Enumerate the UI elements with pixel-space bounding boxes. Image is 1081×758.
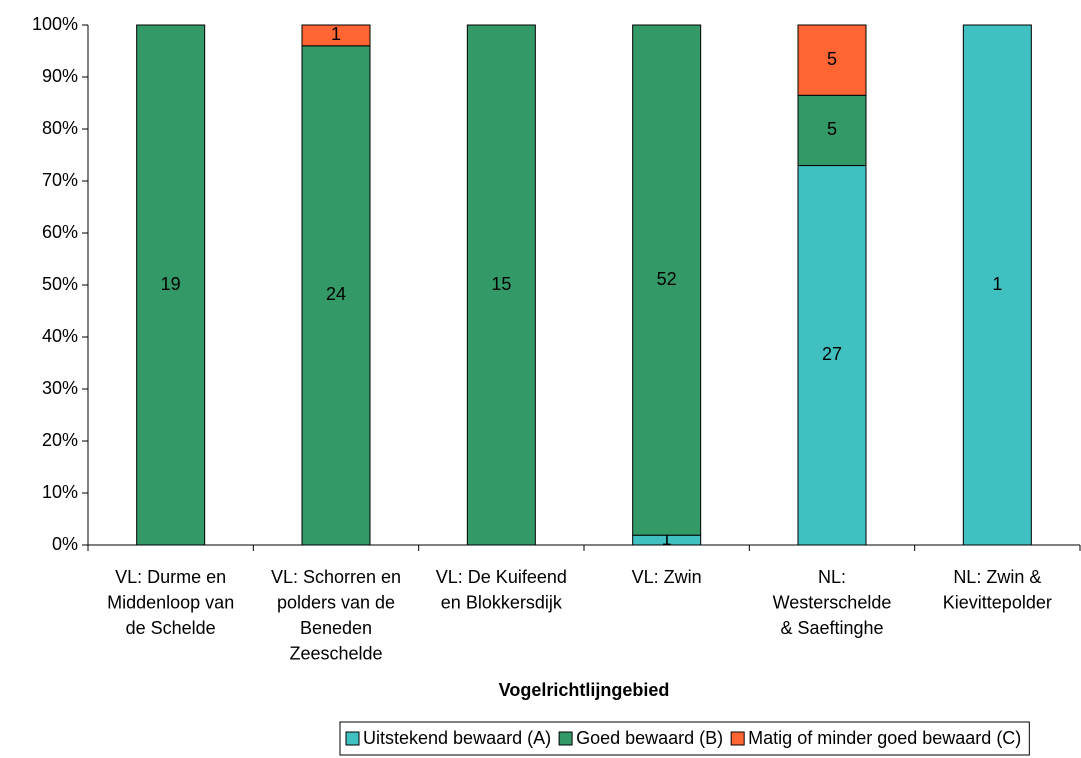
y-tick-label: 0% [52,534,78,554]
x-tick-label: Middenloop van [107,592,234,612]
legend-swatch [558,731,573,746]
data-label: 27 [822,344,842,364]
y-tick-label: 80% [42,118,78,138]
bar-segment [797,24,867,96]
x-axis-label: Vogelrichtlijngebied [499,680,670,700]
legend-label: Goed bewaard (B) [576,728,723,748]
data-label: 19 [161,274,181,294]
x-tick-label: NL: [818,567,846,587]
x-tick-label: polders van de [277,592,395,612]
x-tick-label: NL: Zwin & [953,567,1041,587]
data-label: 1 [662,529,672,549]
y-tick-label: 90% [42,66,78,86]
data-label: 24 [326,284,346,304]
x-tick-label: VL: Schorren en [271,567,401,587]
legend-label: Matig of minder goed bewaard (C) [748,728,1021,748]
y-tick-label: 20% [42,430,78,450]
legend-frame [339,721,1030,756]
data-label: 5 [827,49,837,69]
x-tick-label: VL: De Kuifeend [436,567,567,587]
data-label: 1 [992,274,1002,294]
bar-segment [797,165,867,546]
y-tick-label: 50% [42,274,78,294]
x-tick-label: Westerschelde [773,592,892,612]
data-label: 5 [827,119,837,139]
bar-segment [466,24,536,546]
bar-segment [301,45,371,546]
y-tick-label: 10% [42,482,78,502]
data-label: 15 [491,274,511,294]
legend-swatch [345,731,360,746]
y-tick-label: 70% [42,170,78,190]
bar-segment [136,24,206,546]
y-tick-label: 60% [42,222,78,242]
legend: Uitstekend bewaard (A) Goed bewaard (B) Ma… [339,721,1030,756]
y-tick-label: 100% [32,14,78,34]
x-tick-label: VL: Durme en [115,567,226,587]
data-label: 52 [657,269,677,289]
legend-label: Uitstekend bewaard (A) [363,728,551,748]
x-tick-label: de Schelde [126,618,216,638]
bar-segment [632,24,702,536]
x-tick-label: en Blokkersdijk [441,592,563,612]
y-tick-label: 30% [42,378,78,398]
bar-segment [301,24,371,47]
x-tick-label: Zeeschelde [289,643,382,663]
y-tick-label: 40% [42,326,78,346]
data-label: 1 [331,24,341,44]
x-tick-label: VL: Zwin [632,567,702,587]
x-tick-label: Kievittepolder [943,592,1052,612]
bar-segment [962,24,1032,546]
legend-swatch [730,731,745,746]
x-tick-label: Beneden [300,618,372,638]
x-tick-label: & Saeftinghe [780,618,883,638]
